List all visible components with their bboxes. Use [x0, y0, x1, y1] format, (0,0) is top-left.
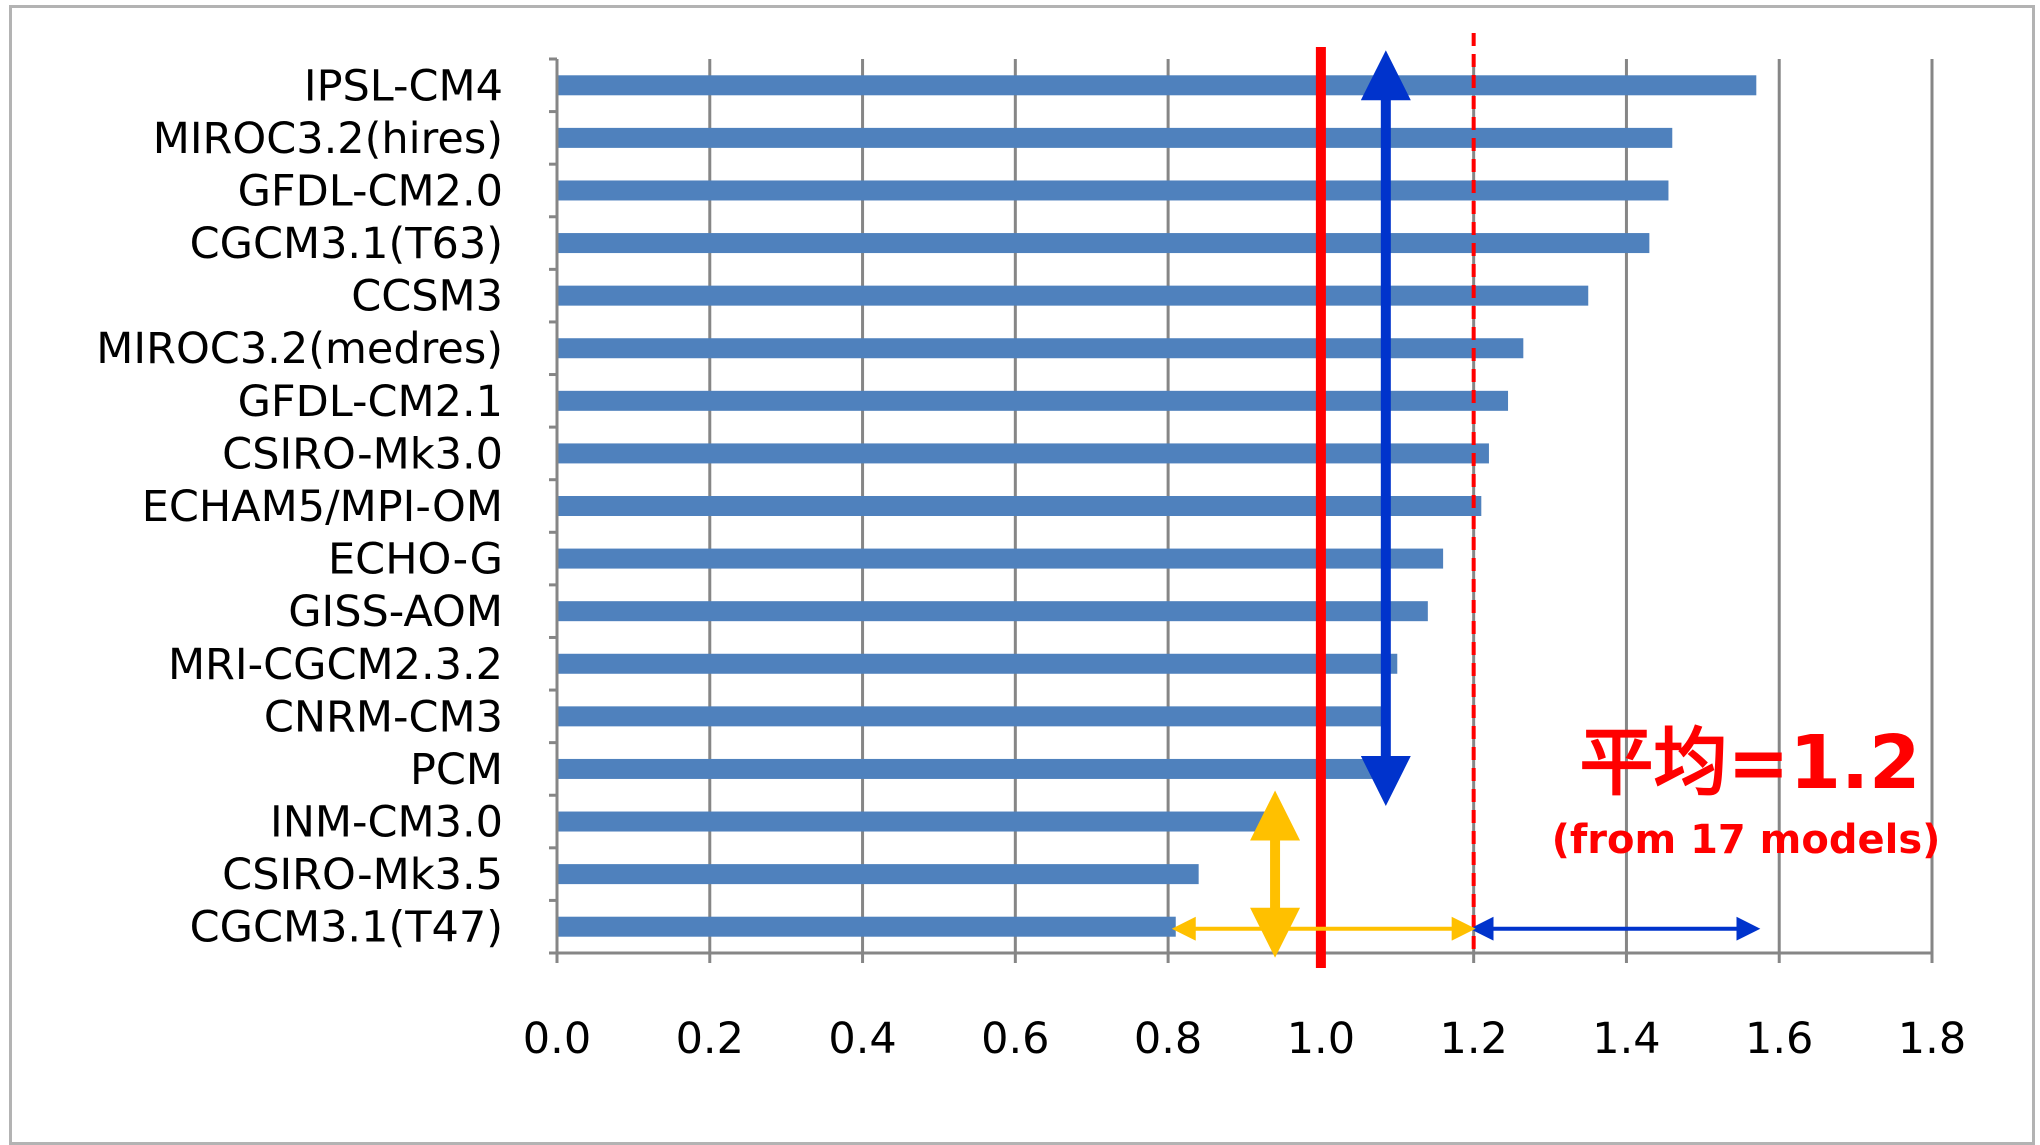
bar: [557, 706, 1386, 727]
category-label: CGCM3.1(T47): [190, 903, 503, 953]
bar: [557, 233, 1650, 254]
category-label: GFDL-CM2.0: [238, 166, 503, 216]
mean-label: 平均=1.2: [1579, 720, 1920, 806]
bars: [557, 75, 1757, 937]
bar: [557, 285, 1589, 306]
category-label: CCSM3: [351, 272, 503, 322]
category-label: GFDL-CM2.1: [238, 377, 503, 427]
category-label: INM-CM3.0: [270, 798, 503, 848]
bar: [557, 127, 1673, 148]
bar: [557, 601, 1428, 622]
bar: [557, 548, 1444, 569]
mean-sublabel: (from 17 models): [1552, 817, 1941, 863]
bar: [557, 390, 1509, 411]
category-labels: IPSL-CM4MIROC3.2(hires)GFDL-CM2.0CGCM3.1…: [96, 61, 503, 952]
x-tick-label: 1.6: [1745, 1014, 1813, 1064]
bar: [557, 496, 1482, 516]
bar-chart: IPSL-CM4MIROC3.2(hires)GFDL-CM2.0CGCM3.1…: [96, 33, 1966, 1064]
bar: [557, 180, 1669, 201]
category-label: ECHAM5/MPI-OM: [142, 482, 503, 532]
x-tick-label: 0.0: [523, 1014, 591, 1064]
x-tick-label: 0.2: [676, 1014, 744, 1064]
bar: [557, 916, 1176, 937]
category-label: CNRM-CM3: [264, 692, 503, 742]
x-tick-label: 1.0: [1287, 1014, 1355, 1064]
x-tick-label: 0.8: [1134, 1014, 1202, 1064]
category-label: ECHO-G: [328, 535, 503, 585]
category-label: MRI-CGCM2.3.2: [168, 640, 503, 690]
category-label: GISS-AOM: [288, 587, 503, 637]
category-label: MIROC3.2(medres): [96, 324, 503, 374]
category-label: MIROC3.2(hires): [153, 114, 503, 164]
category-label: CGCM3.1(T63): [190, 219, 503, 269]
tick-labels: 0.0 0.2 0.4 0.6 0.8 1.0 1.2 1.4 1.6 1.8: [523, 1014, 1966, 1064]
bar: [557, 443, 1489, 464]
x-tick-label: 1.8: [1898, 1014, 1966, 1064]
annotations: [1171, 33, 1761, 968]
bar: [557, 758, 1379, 779]
x-tick-label: 1.4: [1592, 1014, 1660, 1064]
category-label: IPSL-CM4: [304, 61, 503, 111]
category-label: CSIRO-Mk3.5: [222, 850, 503, 900]
x-tick-label: 1.2: [1439, 1014, 1507, 1064]
bar: [557, 864, 1199, 885]
x-tick-label: 0.6: [981, 1014, 1049, 1064]
bar: [557, 653, 1398, 674]
bar: [557, 75, 1757, 96]
category-label: PCM: [410, 745, 503, 795]
category-label: CSIRO-Mk3.0: [222, 429, 503, 479]
bar: [557, 338, 1524, 359]
bar: [557, 811, 1283, 832]
x-tick-label: 0.4: [828, 1014, 896, 1064]
